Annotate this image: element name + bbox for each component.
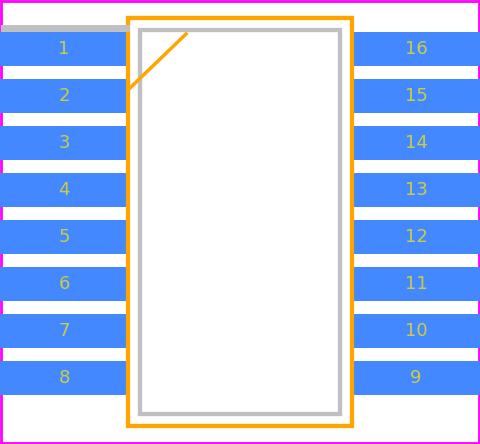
- Text: 15: 15: [405, 87, 427, 105]
- Bar: [352, 79, 480, 113]
- Text: 6: 6: [58, 275, 70, 293]
- Bar: [140, 30, 340, 414]
- Bar: [0, 267, 128, 301]
- Text: 3: 3: [58, 134, 70, 152]
- Text: 12: 12: [405, 228, 427, 246]
- Bar: [352, 32, 480, 66]
- Bar: [0, 32, 128, 66]
- Bar: [0, 79, 128, 113]
- Text: 2: 2: [58, 87, 70, 105]
- Bar: [352, 126, 480, 160]
- Bar: [0, 220, 128, 254]
- Text: 16: 16: [405, 40, 427, 58]
- Bar: [352, 173, 480, 207]
- Text: 1: 1: [58, 40, 70, 58]
- Bar: [128, 18, 352, 426]
- Text: 4: 4: [58, 181, 70, 199]
- Text: 8: 8: [58, 369, 70, 387]
- Bar: [128, 18, 352, 426]
- Bar: [352, 267, 480, 301]
- Bar: [140, 30, 340, 414]
- Bar: [0, 173, 128, 207]
- Bar: [0, 126, 128, 160]
- Text: 10: 10: [405, 322, 427, 340]
- Text: 5: 5: [58, 228, 70, 246]
- Text: 11: 11: [405, 275, 427, 293]
- Text: 9: 9: [410, 369, 422, 387]
- Bar: [352, 220, 480, 254]
- Text: 13: 13: [405, 181, 427, 199]
- Text: 7: 7: [58, 322, 70, 340]
- Text: 14: 14: [405, 134, 427, 152]
- Bar: [0, 361, 128, 395]
- Bar: [352, 361, 480, 395]
- Bar: [0, 314, 128, 348]
- Bar: [352, 314, 480, 348]
